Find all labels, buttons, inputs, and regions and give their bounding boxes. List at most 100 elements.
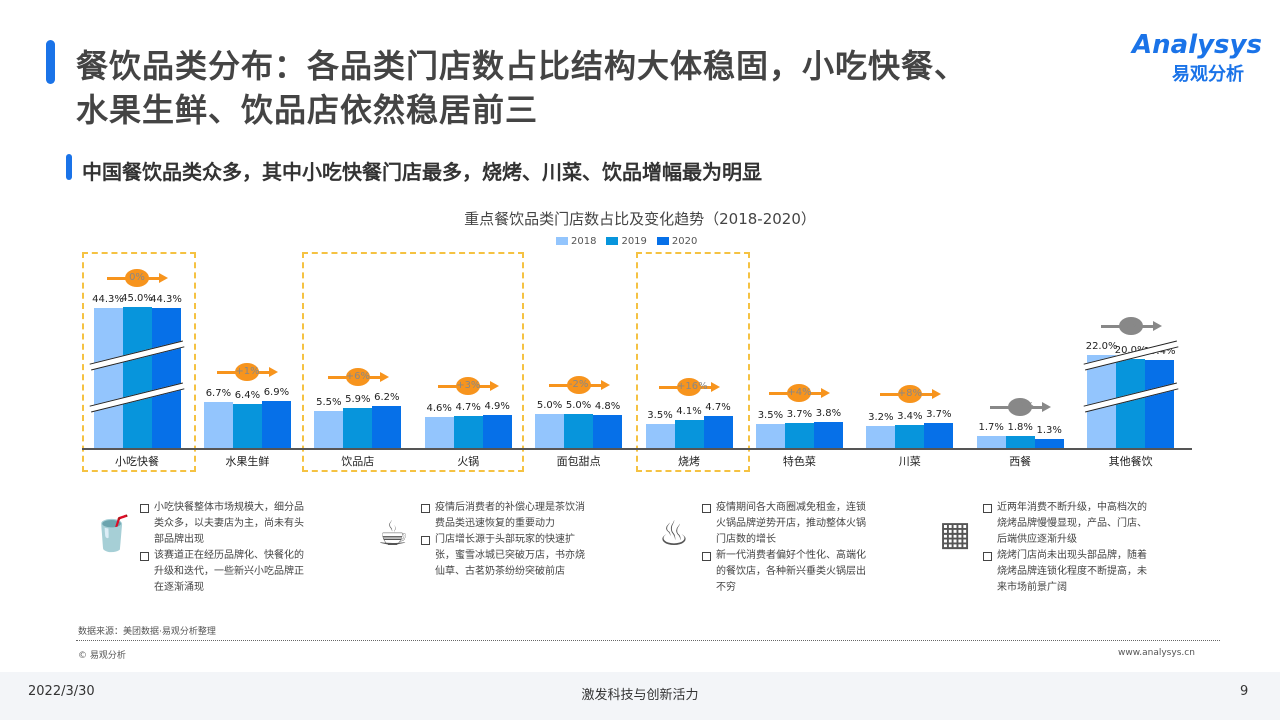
bar-2019 <box>122 306 152 448</box>
value-label: 3.5% <box>647 410 673 422</box>
chart-title: 重点餐饮品类门店数占比及变化趋势（2018-2020） <box>464 210 816 228</box>
note-list: 疫情期间各大商圈减免租金，连锁火锅品牌逆势开店，推动整体火锅门店数的增长 新一代消… <box>702 500 874 596</box>
note-item: 新一代消费者偏好个性化、高端化的餐饮店，各种新兴垂类火锅层出不穷 <box>702 548 874 596</box>
value-label: 4.6% <box>426 402 452 414</box>
logo: Analysys 易观分析 <box>1132 30 1262 86</box>
note-item: 近两年消费不断升级，中高档次的烧烤品牌慢慢显现，产品、门店、后端供应逐渐升级 <box>983 500 1155 548</box>
arrow-head <box>931 388 941 399</box>
value-label: 6.9% <box>263 387 290 399</box>
highlight-box-snack <box>82 252 196 472</box>
change-badge: +6% <box>345 367 370 386</box>
value-label: 1.3% <box>1036 425 1062 437</box>
arrow-head <box>159 272 168 283</box>
legend-2020: 2020 <box>656 236 697 247</box>
bar-2018 <box>976 436 1006 448</box>
category-label: 川菜 <box>898 455 921 468</box>
change-badge: 0% <box>125 268 149 287</box>
website: www.analysys.cn <box>1118 648 1195 658</box>
value-label: 6.2% <box>374 391 400 403</box>
category-label: 其他餐饮 <box>1108 455 1153 468</box>
bar-2019 <box>232 404 262 448</box>
value-label: 1.7% <box>978 422 1004 434</box>
category-label: 烧烤 <box>678 455 700 468</box>
arrow-head <box>1152 320 1162 331</box>
bar-2019 <box>343 407 373 448</box>
hotpot-icon: ♨ <box>658 514 690 554</box>
title-line-1: 餐饮品类分布：各品类门店数占比结构大体稳固，小吃快餐、 <box>76 47 968 85</box>
bar-2020 <box>1034 439 1064 448</box>
category-label: 饮品店 <box>341 455 375 468</box>
value-label: 4.9% <box>484 400 510 412</box>
note-list: 近两年消费不断升级，中高档次的烧烤品牌慢慢显现，产品、门店、后端供应逐渐升级 烧烤… <box>983 500 1155 596</box>
note-item: 烧烤门店尚未出现头部品牌，随着烧烤品牌连锁化程度不断提高，未来市场前景广阔 <box>983 548 1155 596</box>
legend-2018: 2018 <box>556 236 596 247</box>
arrow-head <box>1042 401 1052 412</box>
arrow-head <box>269 367 279 378</box>
value-label: 3.7% <box>786 408 813 420</box>
value-label: 20.0% <box>1114 345 1147 356</box>
category-label: 面包甜点 <box>556 455 601 468</box>
bar-2018 <box>424 416 454 448</box>
value-label: 4.7% <box>455 402 481 414</box>
highlight-box-bbq <box>636 252 750 472</box>
note-item: 门店增长源于头部玩家的快速扩张，蜜雪冰城已突破万店，书亦烧仙草、古茗奶茶纷纷突破… <box>421 532 593 580</box>
value-label: 3.7% <box>926 408 952 420</box>
arrow-head <box>490 380 500 391</box>
value-label: 5.9% <box>345 393 371 405</box>
bar-2020 <box>924 422 954 448</box>
x-axis <box>82 448 1192 450</box>
page-title: 餐饮品类分布：各品类门店数占比结构大体稳固，小吃快餐、 水果生鲜、饮品店依然稳居前… <box>76 44 967 132</box>
value-label: 3.4% <box>897 410 923 422</box>
value-label: 1.8% <box>1007 421 1033 433</box>
bar-2019 <box>564 414 594 448</box>
bar-2020 <box>1145 360 1175 448</box>
bar-2018 <box>203 402 233 448</box>
change-badge: -6% <box>1118 316 1143 335</box>
value-label: 5.0% <box>536 400 563 411</box>
bar-2020 <box>593 415 623 448</box>
note-item: 该赛道正在经历品牌化、快餐化的升级和迭代，一些新兴小吃品牌正在逐渐涌现 <box>140 548 312 596</box>
value-label: 4.7% <box>705 402 731 414</box>
divider <box>76 640 1220 641</box>
note-item: 小吃快餐整体市场规模大，细分品类众多，以夫妻店为主，尚未有头部品牌出现 <box>140 500 312 548</box>
note-list: 疫情后消费者的补偿心理是茶饮消费品类迅速恢复的重要动力 门店增长源于头部玩家的快速… <box>421 500 593 580</box>
value-label: 3.2% <box>868 412 894 424</box>
arrow-head <box>711 382 720 393</box>
change-badge: -13% <box>1008 397 1034 416</box>
title-line-2: 水果生鲜、饮品店依然稳居前三 <box>76 91 539 129</box>
snack-bucket-icon: 🥤 <box>90 514 134 554</box>
bar-2018 <box>535 414 565 448</box>
note-item: 疫情期间各大商圈减免租金，连锁火锅品牌逆势开店，推动整体火锅门店数的增长 <box>702 500 874 548</box>
bar-2019 <box>1005 435 1035 448</box>
category-label: 水果生鲜 <box>225 455 270 468</box>
bar-2020 <box>813 422 843 448</box>
value-label: 44.3% <box>92 293 124 305</box>
note-list: 小吃快餐整体市场规模大，细分品类众多，以夫妻店为主，尚未有头部品牌出现 该赛道正在… <box>140 500 312 596</box>
bar-2020 <box>703 416 733 448</box>
bar-2018 <box>645 424 675 448</box>
bar-2018 <box>866 426 896 448</box>
page-number: 9 <box>1240 684 1249 699</box>
change-badge: +3% <box>456 376 480 395</box>
copyright: © 易观分析 <box>78 651 126 661</box>
logo-cn: 易观分析 <box>1172 64 1244 85</box>
change-badge: +4% <box>787 384 812 403</box>
value-label: 5.5% <box>316 396 342 408</box>
change-badge: -2% <box>566 376 591 394</box>
legend-2019: 2019 <box>606 236 647 247</box>
bar-2019 <box>674 420 704 448</box>
bar-2019 <box>895 424 925 448</box>
category-label: 火锅 <box>457 455 480 468</box>
highlight-box-drinks-hotpot <box>302 252 524 472</box>
slogan: 激发科技与创新活力 <box>581 688 699 703</box>
value-label: 3.5% <box>757 410 784 422</box>
subtitle: 中国餐饮品类众多，其中小吃快餐门店最多，烧烤、川菜、饮品增幅最为明显 <box>82 160 762 184</box>
value-label: 4.1% <box>676 406 702 418</box>
bar-2020 <box>261 401 291 448</box>
value-label: 3.8% <box>815 408 842 420</box>
value-label: 45.0% <box>121 292 153 304</box>
value-label: 5.0% <box>565 400 592 411</box>
arrow-head <box>600 380 610 390</box>
bar-2018 <box>755 424 785 448</box>
logo-en: Analysys <box>1132 30 1262 60</box>
